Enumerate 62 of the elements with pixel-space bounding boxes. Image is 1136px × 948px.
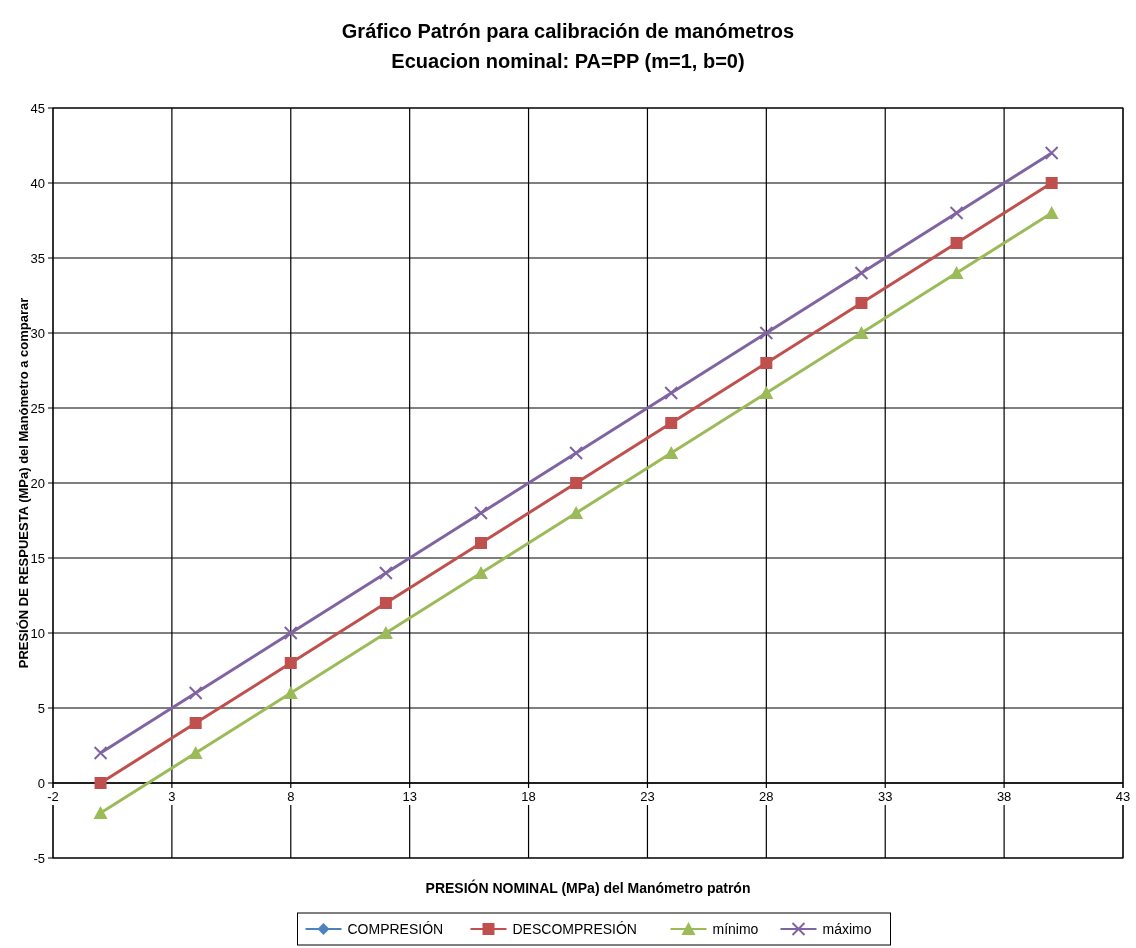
point	[283, 626, 298, 640]
chart-title: Gráfico Patrón para calibración de manómetros	[341, 20, 795, 42]
point	[759, 326, 774, 340]
point	[570, 477, 583, 489]
x-tick-label: 13	[402, 789, 417, 804]
legend-label: DESCOMPRESIÓN	[512, 921, 637, 937]
y-tick-label: 25	[30, 401, 45, 416]
point	[760, 357, 773, 369]
y-tick-label: 5	[37, 701, 45, 716]
point	[474, 566, 488, 579]
y-tick-label: 10	[30, 626, 45, 641]
y-tick-label: 35	[30, 251, 45, 266]
x-tick-label: 23	[640, 789, 655, 804]
x-tick-label: -2	[47, 789, 59, 804]
x-tick-label: 38	[996, 789, 1012, 804]
point	[475, 537, 487, 549]
x-tick-label: 28	[759, 789, 774, 804]
point	[949, 266, 964, 279]
point	[378, 566, 393, 580]
point	[93, 746, 108, 760]
point	[189, 717, 202, 729]
y-axis-title: PRESIÓN DE RESPUESTA (MPa) del Manómetro a comparar	[16, 297, 31, 669]
y-tick-label: 30	[30, 326, 45, 341]
point	[664, 446, 679, 459]
y-tick-label: 0	[37, 776, 45, 791]
x-tick-label: 3	[168, 789, 176, 804]
y-tick-label: 20	[30, 476, 45, 491]
point	[949, 206, 964, 220]
point	[759, 386, 774, 399]
point	[378, 626, 393, 639]
legend-label: mínimo	[712, 921, 759, 937]
point	[1044, 206, 1059, 219]
x-tick-label: 43	[1115, 789, 1131, 804]
y-tick-label: -5	[33, 851, 45, 866]
x-tick-label: 8	[287, 789, 295, 804]
point	[569, 446, 584, 460]
point	[474, 506, 488, 520]
legend-label: máximo	[822, 921, 872, 937]
legend-label: COMPRESIÓN	[347, 921, 444, 937]
point	[94, 777, 107, 789]
point	[188, 746, 203, 759]
point	[379, 597, 392, 609]
point	[854, 326, 869, 339]
point	[664, 386, 679, 400]
point	[854, 266, 869, 280]
point	[855, 297, 868, 309]
x-tick-label: 33	[877, 789, 893, 804]
y-tick-label: 40	[30, 176, 45, 191]
y-tick-label: 45	[30, 101, 45, 116]
point	[188, 686, 203, 700]
point	[1045, 177, 1058, 189]
x-tick-label: 18	[521, 789, 536, 804]
y-tick-label: 15	[30, 551, 45, 566]
point	[569, 506, 584, 519]
point	[284, 657, 297, 669]
chart-subtitle: Ecuacion nominal: PA=PP (m=1, b=0)	[391, 50, 745, 72]
x-axis-title: PRESIÓN NOMINAL (MPa) del Manómetro patrón	[425, 879, 751, 896]
point	[665, 417, 678, 429]
point	[283, 686, 298, 699]
point	[93, 806, 108, 819]
point	[950, 237, 963, 249]
point	[1044, 146, 1059, 160]
